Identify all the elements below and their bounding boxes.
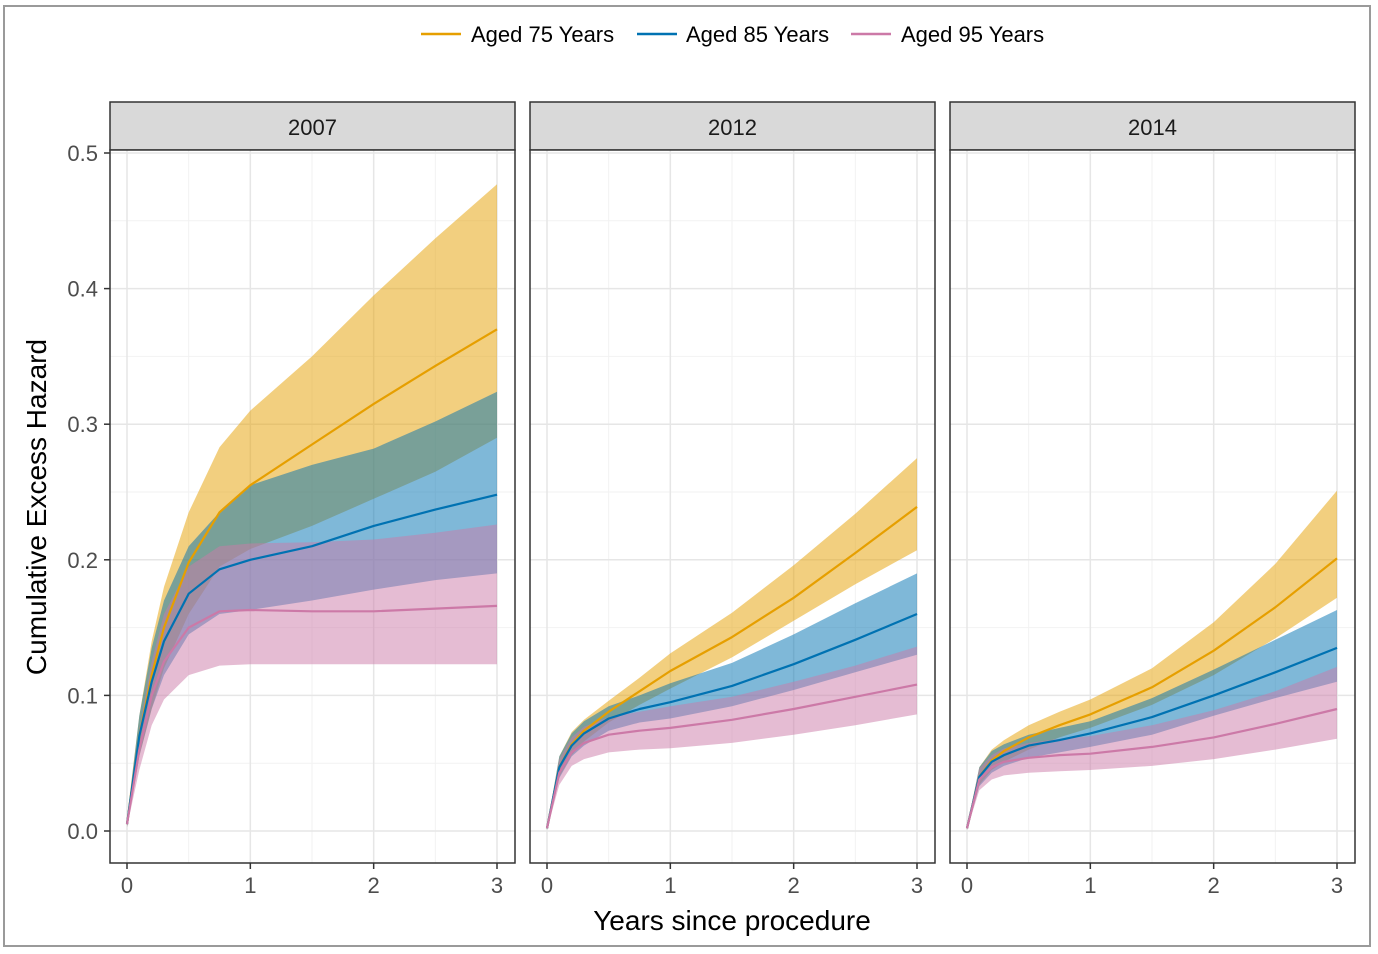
legend-item: Aged 95 Years bbox=[851, 22, 1044, 47]
panel-border bbox=[109, 149, 516, 864]
series-line-aged-95-years bbox=[965, 707, 1338, 829]
x-tick-label: 3 bbox=[491, 873, 503, 898]
x-tick-label: 2 bbox=[1208, 873, 1220, 898]
facet-strip bbox=[109, 101, 516, 151]
y-tick-label: 0.4 bbox=[67, 277, 98, 302]
legend-item: Aged 75 Years bbox=[421, 22, 614, 47]
y-tick-label: 0.2 bbox=[67, 548, 98, 573]
x-tick-label: 0 bbox=[121, 873, 133, 898]
series-line-aged-85-years bbox=[545, 612, 918, 829]
legend: Aged 75 Years Aged 85 Years Aged 95 Years bbox=[421, 22, 1044, 47]
ci-ribbon-aged-85-years bbox=[967, 610, 1337, 830]
panel-2007: 2007 0 1 2 3 0.0 0.1 0.2 0.3 0.4 0.5 bbox=[67, 101, 516, 898]
panel-border bbox=[529, 149, 936, 864]
panel-border bbox=[949, 149, 1356, 864]
facet-strip bbox=[529, 101, 936, 151]
ci-ribbon-aged-75-years bbox=[547, 458, 917, 830]
ci-ribbon-aged-85-years bbox=[127, 391, 497, 827]
legend-label: Aged 85 Years bbox=[686, 22, 829, 47]
x-tick-label: 1 bbox=[664, 873, 676, 898]
series-line-aged-85-years bbox=[965, 646, 1338, 829]
facet-strip-label: 2007 bbox=[288, 115, 337, 140]
x-tick-label: 1 bbox=[244, 873, 256, 898]
facet-strip-label: 2014 bbox=[1128, 115, 1177, 140]
x-tick-label: 2 bbox=[368, 873, 380, 898]
panel-2014: 2014 0 1 2 3 bbox=[949, 101, 1356, 898]
ci-ribbon-aged-95-years bbox=[127, 524, 497, 827]
y-tick-label: 0.3 bbox=[67, 412, 98, 437]
x-axis-title: Years since procedure bbox=[593, 905, 871, 936]
facet-strip-label: 2012 bbox=[708, 115, 757, 140]
ci-ribbon-aged-95-years bbox=[547, 646, 917, 830]
y-tick-label: 0.1 bbox=[67, 683, 98, 708]
facet-strip bbox=[949, 101, 1356, 151]
y-tick-label: 0.5 bbox=[67, 141, 98, 166]
x-tick-label: 2 bbox=[788, 873, 800, 898]
ci-ribbon-aged-95-years bbox=[967, 666, 1337, 830]
series-line-aged-95-years bbox=[125, 604, 498, 825]
legend-item: Aged 85 Years bbox=[637, 22, 829, 47]
series-line-aged-95-years bbox=[545, 683, 918, 829]
y-axis-title: Cumulative Excess Hazard bbox=[21, 339, 52, 675]
legend-label: Aged 95 Years bbox=[901, 22, 1044, 47]
x-tick-label: 0 bbox=[961, 873, 973, 898]
series-line-aged-85-years bbox=[125, 493, 498, 825]
legend-label: Aged 75 Years bbox=[471, 22, 614, 47]
y-tick-label: 0.0 bbox=[67, 819, 98, 844]
x-tick-label: 0 bbox=[541, 873, 553, 898]
x-tick-label: 3 bbox=[911, 873, 923, 898]
x-tick-label: 3 bbox=[1331, 873, 1343, 898]
x-tick-label: 1 bbox=[1084, 873, 1096, 898]
